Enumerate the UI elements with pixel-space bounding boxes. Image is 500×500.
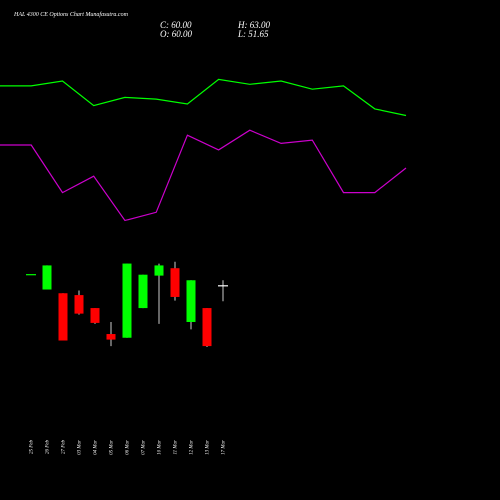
candle-body: [154, 265, 164, 276]
candle-1: [42, 265, 52, 290]
x-tick-label: 05 Mar: [110, 440, 115, 455]
x-tick-label: 26 Feb: [46, 440, 51, 455]
candle-body: [74, 295, 84, 314]
x-axis-tick-labels: 25 Feb 26 Feb 27 Feb 03 Mar 04 Mar 05 Mar 06 M…: [30, 440, 227, 455]
x-tick-label: 13 Mar: [206, 440, 211, 455]
candle-12: [218, 280, 228, 302]
candle-9: [170, 261, 180, 301]
x-tick-label: 17 Mar: [222, 440, 227, 455]
candle-7: [138, 274, 148, 309]
candle-body: [58, 293, 68, 341]
x-tick-label: 11 Mar: [174, 440, 179, 455]
close-value: C: 60.00: [160, 20, 192, 30]
candle-2: [58, 293, 68, 341]
series-line-bottom: [0, 129, 407, 222]
chart-title: HAL 4300 CE Options Chart Munafasutra.co…: [13, 11, 129, 18]
x-tick-label: 04 Mar: [94, 440, 99, 455]
indicator-lines: [0, 78, 407, 222]
x-tick-label: 25 Feb: [30, 440, 35, 455]
series-line-top: [0, 78, 407, 117]
candle-4: [90, 308, 100, 324]
candle-body: [138, 274, 148, 309]
x-tick-label: 27 Feb: [62, 440, 67, 455]
candle-body: [122, 263, 132, 338]
x-tick-label: 06 Mar: [126, 440, 131, 455]
candle-5: [106, 321, 116, 347]
x-tick-label: 07 Mar: [142, 440, 147, 455]
candle-6: [122, 263, 132, 338]
high-value: H: 63.00: [237, 20, 270, 30]
low-value: L: 51.65: [237, 29, 269, 39]
candle-body: [42, 265, 52, 290]
candle-3: [74, 290, 84, 315]
candle-10: [186, 280, 196, 330]
x-tick-label: 12 Mar: [190, 440, 195, 455]
candle-11: [202, 308, 212, 348]
candle-body: [106, 334, 116, 340]
x-tick-label: 10 Mar: [158, 440, 163, 455]
candle-8: [154, 263, 164, 324]
candle-body: [202, 308, 212, 347]
candle-body: [90, 308, 100, 323]
open-value: O: 60.00: [160, 29, 192, 39]
candle-body: [170, 268, 180, 297]
x-tick-label: 03 Mar: [78, 440, 83, 455]
candle-body: [186, 280, 196, 322]
candlestick-series: [26, 261, 228, 348]
